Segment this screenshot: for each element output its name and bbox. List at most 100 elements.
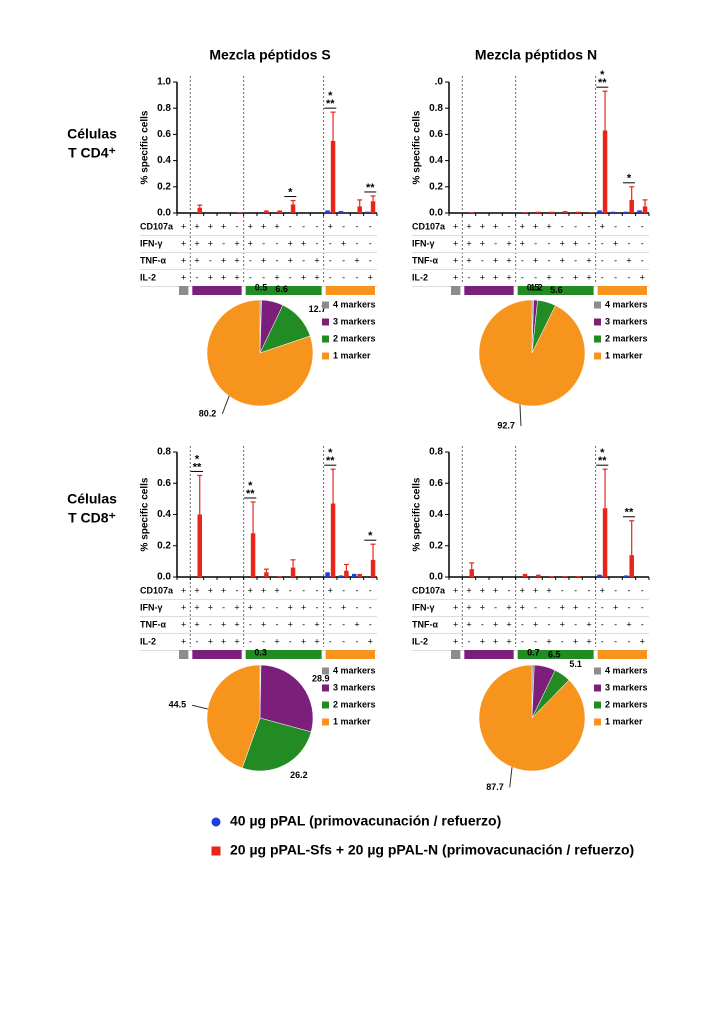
significance: ** [326,98,335,110]
marker-sign: + [493,272,498,282]
significance: * [195,453,200,465]
pie-legend-swatch [322,667,329,675]
pie-leader [191,704,208,710]
pie-legend-swatch [322,352,329,360]
marker-sign: - [329,238,332,248]
pie-legend-label: 3 markers [333,682,376,692]
bar [330,140,336,213]
marker-sign: + [234,602,239,612]
marker-sign: - [547,619,550,629]
legend-marker [211,846,221,856]
pie-legend-swatch [322,318,329,326]
group-bar [464,286,514,295]
pie-legend-swatch [594,318,601,326]
pie-slice [241,717,312,772]
marker-sign: + [181,221,186,231]
marker-sign: + [274,272,279,282]
marker-sign: + [506,272,511,282]
marker-sign: + [328,221,333,231]
bar [344,570,349,577]
pie-value-label: 6.5 [548,649,561,659]
marker-sign: - [342,255,345,265]
marker-sign: + [314,636,319,646]
marker-sign: - [355,602,358,612]
pie-legend-swatch [322,718,329,726]
marker-sign: + [314,255,319,265]
legend-marker [211,817,221,827]
marker-sign: - [329,636,332,646]
marker-sign: - [369,585,372,595]
marker-sign: - [627,585,630,595]
bar [290,204,296,213]
y-tick-label: 0.4 [157,509,171,520]
marker-sign: + [613,238,618,248]
marker-name: TNF-α [412,619,438,629]
y-tick-label: 0.8 [157,447,171,458]
y-tick-label: 0.4 [157,155,171,166]
marker-sign: + [453,255,458,265]
marker-sign: + [586,272,591,282]
marker-sign: - [587,221,590,231]
group-bar [464,650,514,659]
pie-slice [206,664,261,769]
marker-sign: + [586,619,591,629]
bar [629,555,634,577]
pie-legend-label: 4 markers [605,665,648,675]
marker-sign: - [614,585,617,595]
pie-legend-swatch [322,701,329,709]
marker-sign: - [369,255,372,265]
marker-sign: - [627,602,630,612]
pie-slice [206,299,314,407]
marker-sign: + [314,619,319,629]
marker-sign: + [493,255,498,265]
marker-sign: - [329,255,332,265]
y-tick-label: 0.6 [157,129,171,140]
marker-sign: + [181,238,186,248]
marker-sign: - [209,255,212,265]
marker-sign: + [194,585,199,595]
marker-sign: - [521,255,524,265]
group-bar [451,286,461,295]
pie-slice [259,664,314,733]
marker-name: IFN-γ [412,602,435,612]
marker-sign: - [574,585,577,595]
pie-legend-swatch [594,352,601,360]
marker-sign: + [573,238,578,248]
marker-sign: + [586,636,591,646]
marker-sign: - [601,255,604,265]
marker-sign: + [506,636,511,646]
y-tick-label: .0 [435,77,444,88]
marker-sign: - [534,272,537,282]
marker-sign: + [181,272,186,282]
y-tick-label: 0.0 [429,572,443,583]
bar [589,212,594,213]
marker-sign: - [275,238,278,248]
significance: * [328,447,333,459]
marker-sign: + [288,238,293,248]
group-bar [517,286,594,295]
marker-sign: - [275,602,278,612]
y-tick-label: 0.8 [429,103,443,114]
bar [325,210,330,213]
marker-sign: + [573,602,578,612]
y-axis-label: % specific cells [412,110,423,184]
pie-legend-label: 4 markers [333,665,376,675]
bar [642,206,648,213]
marker-sign: - [329,619,332,629]
pie-legend-swatch [594,701,601,709]
marker-sign: + [480,238,485,248]
marker-sign: + [234,255,239,265]
marker-name: IFN-γ [412,238,435,248]
legend-label: 40 µg pPAL (primovacunación / refuerzo) [230,813,501,829]
marker-sign: - [641,238,644,248]
marker-sign: + [261,255,266,265]
marker-sign: + [181,619,186,629]
significance: * [368,530,373,542]
marker-sign: + [301,238,306,248]
marker-sign: + [600,221,605,231]
marker-sign: + [546,636,551,646]
significance: * [288,186,293,198]
pie-value-label: 80.2 [199,408,217,418]
y-axis-label: % specific cells [140,477,151,551]
